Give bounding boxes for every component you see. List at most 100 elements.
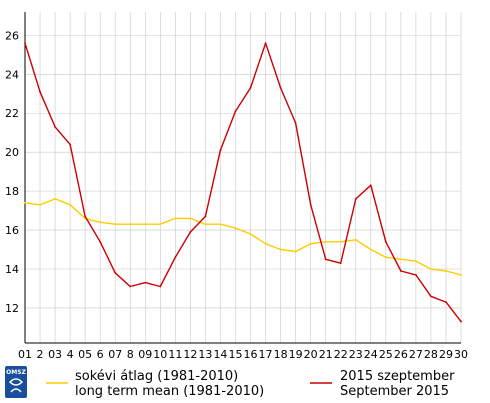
data-point bbox=[414, 260, 417, 263]
data-point bbox=[384, 240, 387, 243]
omsz-logo-text: OMSZ bbox=[6, 369, 26, 376]
x-tick-label: 09 bbox=[138, 348, 152, 361]
legend-long-term-mean: sokévi átlag (1981-2010) long term mean … bbox=[46, 369, 264, 399]
data-point bbox=[369, 248, 372, 251]
data-point bbox=[414, 273, 417, 276]
data-point bbox=[144, 281, 147, 284]
legend-current-year: 2015 szeptember September 2015 bbox=[310, 369, 455, 399]
data-point bbox=[339, 240, 342, 243]
data-point bbox=[39, 90, 41, 93]
x-minor-tick-label: 22 bbox=[334, 348, 348, 361]
x-minor-tick-label: 30 bbox=[454, 348, 468, 361]
chart-series-layer bbox=[24, 42, 462, 323]
x-tick-label: 17 bbox=[259, 348, 273, 361]
x-tick-label: 05 bbox=[78, 348, 92, 361]
data-point bbox=[204, 215, 207, 218]
x-minor-tick-label: 2 bbox=[37, 348, 44, 361]
data-point bbox=[264, 242, 267, 245]
data-point bbox=[445, 270, 447, 272]
omsz-logo: OMSZ bbox=[5, 366, 27, 398]
x-tick-label: 13 bbox=[198, 348, 212, 361]
data-point bbox=[430, 295, 432, 298]
data-point bbox=[309, 242, 312, 245]
y-tick-label: 12 bbox=[5, 302, 19, 315]
data-point bbox=[174, 217, 177, 220]
data-point bbox=[99, 240, 102, 243]
x-tick-label: 03 bbox=[48, 348, 62, 361]
data-point bbox=[354, 238, 357, 241]
data-point bbox=[189, 217, 192, 220]
data-point bbox=[114, 223, 117, 226]
x-tick-label: 11 bbox=[168, 348, 182, 361]
data-point bbox=[54, 125, 56, 128]
data-point bbox=[69, 203, 72, 206]
y-tick-label: 18 bbox=[5, 185, 19, 198]
data-point bbox=[294, 250, 297, 253]
x-tick-label: 19 bbox=[289, 348, 303, 361]
x-minor-tick-label: 14 bbox=[213, 348, 227, 361]
x-minor-tick-label: 6 bbox=[97, 348, 104, 361]
series-line-long-term-mean bbox=[24, 198, 462, 276]
data-point bbox=[174, 256, 177, 259]
x-minor-tick-label: 16 bbox=[244, 348, 258, 361]
data-point bbox=[204, 223, 207, 226]
x-tick-label: 21 bbox=[319, 348, 333, 361]
x-minor-tick-label: 4 bbox=[67, 348, 74, 361]
x-tick-label: 25 bbox=[379, 348, 393, 361]
x-minor-tick-label: 12 bbox=[183, 348, 197, 361]
x-minor-tick-label: 28 bbox=[424, 348, 438, 361]
legend-label-current-hu: 2015 szeptember bbox=[340, 369, 455, 384]
x-minor-tick-label: 18 bbox=[274, 348, 288, 361]
data-point bbox=[399, 270, 402, 272]
data-point bbox=[129, 223, 132, 226]
data-point bbox=[189, 231, 192, 233]
data-point bbox=[39, 203, 41, 206]
data-point bbox=[159, 285, 162, 288]
chart-grid bbox=[24, 12, 462, 343]
y-tick-label: 26 bbox=[5, 29, 19, 42]
data-point bbox=[339, 262, 342, 265]
chart-axes bbox=[24, 12, 461, 344]
data-point bbox=[279, 248, 282, 251]
x-tick-label: 23 bbox=[349, 348, 363, 361]
x-tick-label: 29 bbox=[439, 348, 453, 361]
y-tick-label: 24 bbox=[5, 68, 19, 81]
y-tick-label: 22 bbox=[5, 107, 19, 120]
data-point bbox=[309, 203, 312, 206]
data-point bbox=[219, 223, 222, 226]
x-minor-tick-label: 8 bbox=[127, 348, 134, 361]
data-point bbox=[24, 42, 26, 45]
data-point bbox=[324, 240, 327, 243]
data-point bbox=[399, 258, 402, 261]
data-point bbox=[324, 258, 327, 261]
data-point bbox=[24, 201, 26, 204]
data-point bbox=[69, 143, 72, 146]
series-line-current-year bbox=[24, 42, 462, 323]
data-point bbox=[460, 320, 462, 323]
data-point bbox=[54, 198, 56, 200]
x-tick-label: 01 bbox=[18, 348, 32, 361]
data-point bbox=[445, 301, 447, 304]
data-point bbox=[84, 215, 87, 218]
data-point bbox=[99, 221, 102, 224]
data-point bbox=[354, 198, 357, 200]
data-point bbox=[234, 110, 237, 113]
legend-label-mean-hu: sokévi átlag (1981-2010) bbox=[75, 369, 238, 384]
data-point bbox=[384, 256, 387, 259]
data-point bbox=[129, 285, 132, 288]
data-point bbox=[219, 149, 222, 152]
x-minor-tick-label: 26 bbox=[394, 348, 408, 361]
data-point bbox=[294, 122, 297, 124]
y-tick-label: 16 bbox=[5, 224, 19, 237]
data-point bbox=[264, 42, 267, 45]
data-point bbox=[249, 87, 252, 89]
data-point bbox=[114, 272, 117, 274]
data-point bbox=[144, 223, 147, 226]
legend-label-mean-en: long term mean (1981-2010) bbox=[75, 384, 264, 399]
x-minor-tick-label: 24 bbox=[364, 348, 378, 361]
x-tick-label: 15 bbox=[228, 348, 242, 361]
data-point bbox=[249, 233, 252, 235]
data-point bbox=[234, 227, 237, 230]
